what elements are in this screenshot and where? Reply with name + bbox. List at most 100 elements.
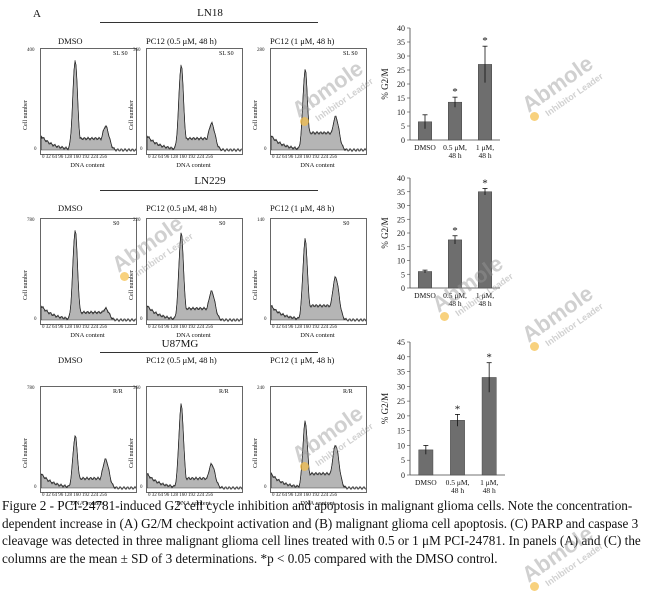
histogram-fit-line (147, 403, 242, 491)
dna-histogram (270, 48, 367, 155)
y-tick-label: 25 (397, 66, 405, 75)
histogram-x-ticks: 0 32 64 96 128 160 192 224 256 (272, 155, 337, 160)
histogram-x-ticks: 0 32 64 96 128 160 192 224 256 (148, 493, 213, 498)
histogram-x-label: DNA content (300, 332, 335, 339)
histogram-x-label: DNA content (70, 162, 105, 169)
title-rule (100, 22, 318, 23)
gate-tag: S0 (343, 221, 350, 227)
y-tick-label: 0 (401, 136, 405, 145)
histogram-fit-line (271, 238, 366, 323)
bar-y-label: % G2/M (380, 217, 390, 248)
y-max-tick: 140 (257, 218, 265, 223)
y-zero-tick: 0 (140, 485, 143, 490)
histogram-fit-line (41, 61, 136, 153)
y-max-tick: 280 (257, 48, 265, 53)
y-zero-tick: 0 (34, 317, 37, 322)
category-label: 1 μM, 48 h (476, 143, 494, 160)
bar-y-label: % G2/M (380, 68, 390, 99)
y-tick-label: 20 (397, 412, 405, 421)
dna-histogram (146, 386, 243, 493)
histogram-x-label: DNA content (300, 500, 335, 507)
y-tick-label: 10 (397, 441, 405, 450)
dna-histogram (40, 48, 137, 155)
condition-label: PC12 (1 μM, 48 h) (270, 355, 335, 365)
bar-y-label: % G2/M (380, 393, 390, 424)
y-tick-label: 15 (397, 427, 405, 436)
y-tick-label: 30 (397, 202, 405, 211)
condition-label: PC12 (1 μM, 48 h) (270, 36, 335, 46)
y-zero-tick: 0 (140, 147, 143, 152)
histogram-x-label: DNA content (176, 332, 211, 339)
gate-tag: S0 (113, 221, 120, 227)
watermark-dot (300, 117, 309, 126)
condition-label: DMSO (58, 36, 83, 46)
bar (448, 101, 462, 141)
panel-letter: A (33, 8, 41, 20)
y-tick-label: 5 (401, 122, 405, 131)
condition-label: PC12 (0.5 μM, 48 h) (146, 355, 217, 365)
y-tick-label: 15 (397, 94, 405, 103)
histogram-fit-line (271, 69, 366, 153)
gate-tag: R/R (343, 389, 353, 395)
bar (418, 271, 432, 289)
y-tick-label: 35 (397, 368, 405, 377)
significance-marker: * (452, 86, 458, 98)
watermark-dot (300, 462, 309, 471)
y-max-tick: 780 (27, 386, 35, 391)
category-label: 0.5 μM, 48 h (443, 143, 467, 160)
y-tick-label: 10 (397, 257, 405, 266)
histogram-x-label: DNA content (70, 332, 105, 339)
y-tick-label: 40 (397, 174, 405, 183)
y-max-tick: 400 (27, 48, 35, 53)
dna-histogram (146, 218, 243, 325)
condition-label: PC12 (1 μM, 48 h) (270, 203, 335, 213)
histogram-x-ticks: 0 32 64 96 128 160 192 224 256 (272, 325, 337, 330)
histogram-x-ticks: 0 32 64 96 128 160 192 224 256 (42, 155, 107, 160)
y-tick-label: 25 (397, 215, 405, 224)
y-max-tick: 240 (257, 386, 265, 391)
histogram-fit-line (41, 434, 136, 491)
gate-tag: SL S0 (219, 51, 234, 57)
y-tick-label: 5 (401, 456, 405, 465)
watermark-dot (440, 312, 449, 321)
histogram-x-ticks: 0 32 64 96 128 160 192 224 256 (148, 325, 213, 330)
y-tick-label: 0 (401, 471, 405, 480)
y-max-tick: 780 (27, 218, 35, 223)
y-zero-tick: 0 (264, 147, 267, 152)
watermark-dot (530, 582, 539, 591)
cell-line-title: U87MG (161, 338, 199, 350)
title-rule (100, 190, 318, 191)
significance-marker: * (482, 35, 488, 47)
y-tick-label: 0 (401, 284, 405, 293)
y-max-tick: 220 (133, 218, 141, 223)
category-label: 0.5 μM, 48 h (446, 478, 470, 495)
y-tick-label: 20 (397, 80, 405, 89)
bar (450, 420, 465, 476)
y-max-tick: 360 (133, 48, 141, 53)
gate-tag: SL S0 (343, 51, 358, 57)
category-label: DMSO (414, 291, 436, 300)
category-label: DMSO (415, 478, 437, 487)
dna-histogram (146, 48, 243, 155)
category-label: 1 μM, 48 h (476, 291, 494, 308)
y-zero-tick: 0 (264, 317, 267, 322)
gate-tag: S0 (219, 221, 226, 227)
y-max-tick: 360 (133, 386, 141, 391)
condition-label: DMSO (58, 355, 83, 365)
gate-tag: SL S0 (113, 51, 128, 57)
y-tick-label: 10 (397, 108, 405, 117)
histogram-x-ticks: 0 32 64 96 128 160 192 224 256 (42, 493, 107, 498)
histogram-x-ticks: 0 32 64 96 128 160 192 224 256 (148, 155, 213, 160)
histogram-x-ticks: 0 32 64 96 128 160 192 224 256 (272, 493, 337, 498)
y-tick-label: 35 (397, 38, 405, 47)
figure-caption: Figure 2 - PCI-24781-induced G2 cell cyc… (2, 498, 641, 566)
histogram-x-ticks: 0 32 64 96 128 160 192 224 256 (42, 325, 107, 330)
dna-histogram (40, 386, 137, 493)
y-tick-label: 20 (397, 229, 405, 238)
gate-tag: R/R (113, 389, 123, 395)
dna-histogram (40, 218, 137, 325)
condition-label: PC12 (0.5 μM, 48 h) (146, 203, 217, 213)
gate-tag: R/R (219, 389, 229, 395)
y-zero-tick: 0 (34, 147, 37, 152)
significance-marker: * (452, 225, 458, 237)
